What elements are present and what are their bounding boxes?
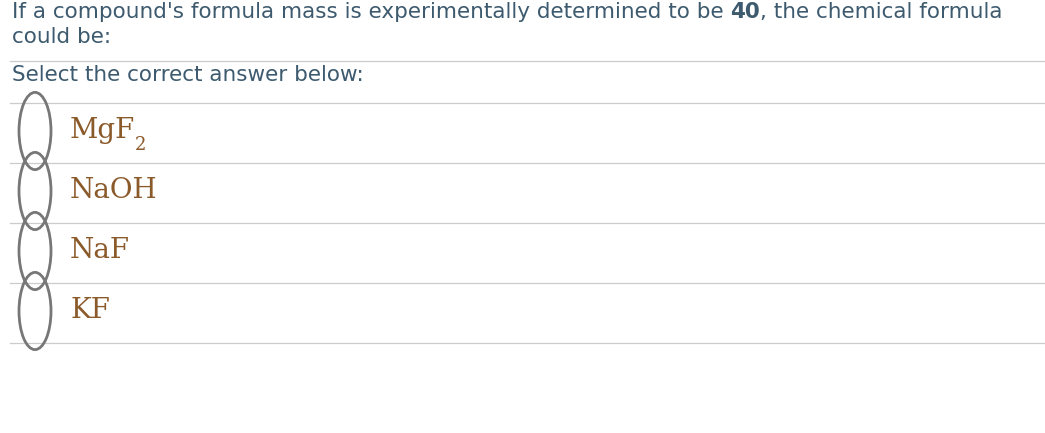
Text: KF: KF — [70, 297, 110, 324]
Text: NaOH: NaOH — [70, 178, 158, 204]
Text: could be:: could be: — [11, 27, 111, 47]
Text: NaF: NaF — [70, 237, 130, 265]
Text: , the chemical formula: , the chemical formula — [761, 2, 1003, 22]
Text: 2: 2 — [135, 136, 146, 154]
Text: Select the correct answer below:: Select the correct answer below: — [11, 65, 364, 85]
Text: 40: 40 — [730, 2, 761, 22]
Text: MgF: MgF — [70, 117, 135, 145]
Text: If a compound's formula mass is experimentally determined to be: If a compound's formula mass is experime… — [11, 2, 730, 22]
